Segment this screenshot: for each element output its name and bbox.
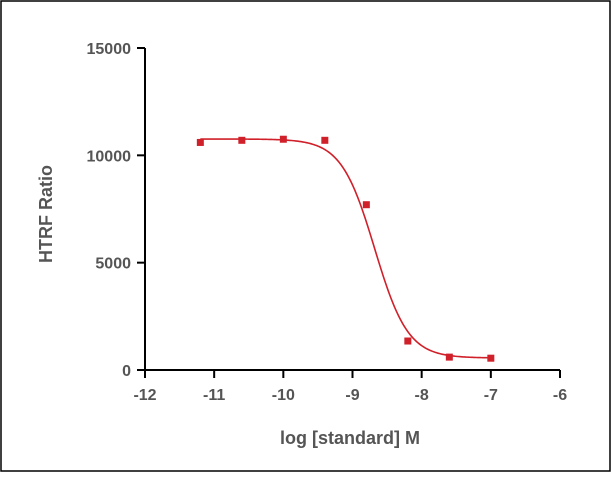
- y-axis-ticks: 0 5000 10000 15000: [87, 41, 145, 380]
- data-point: [279, 135, 287, 143]
- data-points: [196, 135, 495, 362]
- y-tick-label: 5000: [95, 256, 131, 273]
- x-tick-label: -11: [203, 387, 225, 404]
- x-axis-title: log [standard] M: [280, 428, 420, 448]
- x-tick-label: -6: [553, 387, 567, 404]
- x-tick-label: -12: [133, 387, 156, 404]
- data-point: [404, 337, 412, 345]
- fit-curve: [200, 138, 491, 359]
- data-point: [238, 136, 246, 144]
- x-tick-label: -7: [484, 387, 498, 404]
- data-point: [487, 354, 495, 362]
- y-tick-label: 0: [122, 363, 131, 380]
- data-point: [321, 136, 329, 144]
- x-tick-label: -10: [272, 387, 295, 404]
- data-point: [362, 201, 370, 209]
- x-axis-ticks: -12 -11 -10 -9 -8 -7 -6: [133, 370, 567, 404]
- x-tick-label: -9: [345, 387, 359, 404]
- y-tick-label: 15000: [87, 41, 132, 58]
- x-tick-label: -8: [415, 387, 429, 404]
- data-point: [445, 353, 453, 361]
- data-point: [196, 138, 204, 146]
- fit-curve-layer: [200, 138, 491, 359]
- y-tick-label: 10000: [87, 148, 132, 165]
- y-axis-title: HTRF Ratio: [36, 165, 56, 263]
